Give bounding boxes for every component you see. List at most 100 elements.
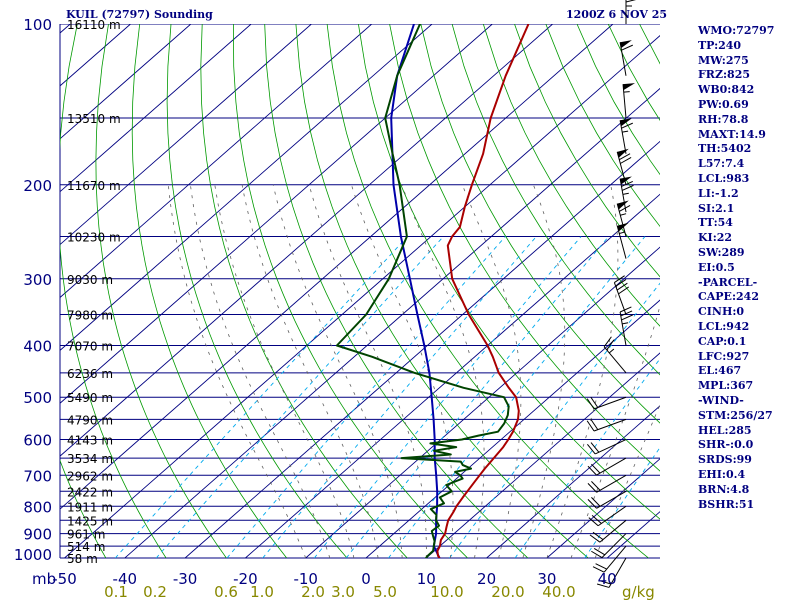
index-item: CAP:0.1 xyxy=(698,334,747,348)
mixing-ratio-line xyxy=(449,282,660,558)
pressure-tick-label: 1000 xyxy=(14,546,52,564)
moist-adiabat-line xyxy=(570,304,660,558)
mixing-ratio-unit: g/kg xyxy=(622,583,655,600)
temperature-tick-label: 30 xyxy=(537,570,556,588)
moist-adiabat-line xyxy=(522,184,566,558)
index-item: TP:240 xyxy=(698,38,742,52)
dry-adiabat-line xyxy=(482,24,660,327)
height-label: 16110 m xyxy=(67,18,121,32)
indices-panel: WMO:72797 TP:240 MW:275 FRZ:825 WB0:842 PW:0.… xyxy=(698,24,798,512)
isotherm-line xyxy=(486,405,660,558)
mixing-ratio-line xyxy=(388,236,646,558)
isotherm-line xyxy=(184,140,660,558)
pressure-tick-label: 100 xyxy=(23,16,52,34)
moist-adiabat-line xyxy=(351,184,454,558)
height-label: 11670 m xyxy=(67,179,121,193)
isotherm-line xyxy=(245,193,660,558)
dry-adiabat-line xyxy=(166,24,348,558)
index-item: LI:-1.2 xyxy=(698,186,739,200)
dry-adiabat-line xyxy=(60,459,107,558)
moist-adiabat-line xyxy=(167,184,307,558)
index-item: STM:256/27 xyxy=(698,408,773,422)
wind-barb xyxy=(619,176,634,213)
mixing-ratio-label: 0.6 xyxy=(214,583,238,600)
mixing-ratio-label: 2.0 xyxy=(301,583,325,600)
isotherm-line xyxy=(426,352,660,558)
index-item: EL:467 xyxy=(698,364,742,378)
index-item: MW:275 xyxy=(698,53,749,67)
wind-barb xyxy=(613,275,630,315)
mixing-ratio-label: 3.0 xyxy=(331,583,355,600)
height-label: 7980 m xyxy=(67,309,113,323)
wind-barbs xyxy=(586,0,637,588)
mixing-ratio-label: 0.2 xyxy=(143,583,167,600)
mixing-ratio-label: 5.0 xyxy=(373,583,397,600)
pressure-tick-label: 400 xyxy=(23,338,52,356)
isotherm-line xyxy=(60,24,373,299)
wind-barb xyxy=(586,396,627,410)
wind-barb xyxy=(625,0,637,24)
dry-adiabat-line xyxy=(60,24,167,558)
index-item: BSHR:51 xyxy=(698,497,755,511)
wind-barb xyxy=(589,519,627,543)
dry-adiabat-line xyxy=(420,24,660,424)
index-item: MPL:367 xyxy=(698,379,754,393)
wind-barb xyxy=(619,118,633,154)
temperature-tick-label: -10 xyxy=(293,570,318,588)
index-item: TH:5402 xyxy=(698,142,752,156)
index-item: LCL:983 xyxy=(698,171,750,185)
index-item: RH:78.8 xyxy=(698,112,749,126)
index-item: -PARCEL- xyxy=(698,275,758,289)
isotherm-line xyxy=(60,24,553,457)
mixing-ratio-line xyxy=(345,236,609,558)
height-label: 58 m xyxy=(67,552,98,566)
temperature-tick-label: -50 xyxy=(52,570,77,588)
index-item: CINH:0 xyxy=(698,305,745,319)
temperature-tick-label: -20 xyxy=(233,570,258,588)
wind-barb xyxy=(592,545,627,573)
isotherm-line xyxy=(60,24,252,193)
mixing-ratio-label: 0.1 xyxy=(104,583,128,600)
index-item: LFC:927 xyxy=(698,349,750,363)
moist-adiabat-line xyxy=(401,184,485,558)
moist-adiabat-line xyxy=(594,403,660,558)
dry-adiabat-line xyxy=(295,24,589,558)
mixing-ratio-label: 10.0 xyxy=(430,583,463,600)
chart-title-station: KUIL (72797) Sounding xyxy=(66,8,213,21)
temperature-tick-label: 0 xyxy=(361,570,371,588)
pressure-tick-label: 800 xyxy=(23,498,52,516)
isotherm-line xyxy=(60,24,312,246)
height-label: 2422 m xyxy=(67,485,113,499)
height-label: 9030 m xyxy=(67,273,113,287)
height-label: 1911 m xyxy=(67,500,113,514)
height-label: 4790 m xyxy=(67,413,113,427)
x-axis-prefix: mb xyxy=(32,570,56,588)
dry-adiabat-line xyxy=(200,24,408,558)
dry-adiabat-line xyxy=(233,24,468,558)
index-item: KI:22 xyxy=(698,231,733,245)
mixing-ratio-line xyxy=(262,236,537,558)
temperature-tick-label: -40 xyxy=(113,570,138,588)
height-label: 6236 m xyxy=(67,367,113,381)
index-item: WB0:842 xyxy=(698,83,755,97)
mixing-ratio-line xyxy=(114,236,408,558)
temperature-trace xyxy=(436,24,530,558)
isotherm-line xyxy=(305,246,660,558)
wind-barb xyxy=(587,490,627,509)
plot-area xyxy=(60,24,660,558)
index-item: BRN:4.8 xyxy=(698,482,750,496)
pressure-tick-label: 200 xyxy=(23,177,52,195)
index-item: EI:0.5 xyxy=(698,260,735,274)
height-label: 514 m xyxy=(67,540,105,554)
height-label: 1425 m xyxy=(67,514,113,528)
height-label: 5490 m xyxy=(67,391,113,405)
isotherm-line xyxy=(546,458,660,558)
index-item: SHR-:0.0 xyxy=(698,438,754,452)
isotherm-line xyxy=(124,87,660,558)
height-label: 4143 m xyxy=(67,434,113,448)
dry-adiabat-line xyxy=(451,24,660,376)
temperature-tick-label: -30 xyxy=(173,570,198,588)
pressure-tick-label: 300 xyxy=(23,271,52,289)
wind-barb xyxy=(596,557,627,588)
index-item: SW:289 xyxy=(698,245,745,259)
